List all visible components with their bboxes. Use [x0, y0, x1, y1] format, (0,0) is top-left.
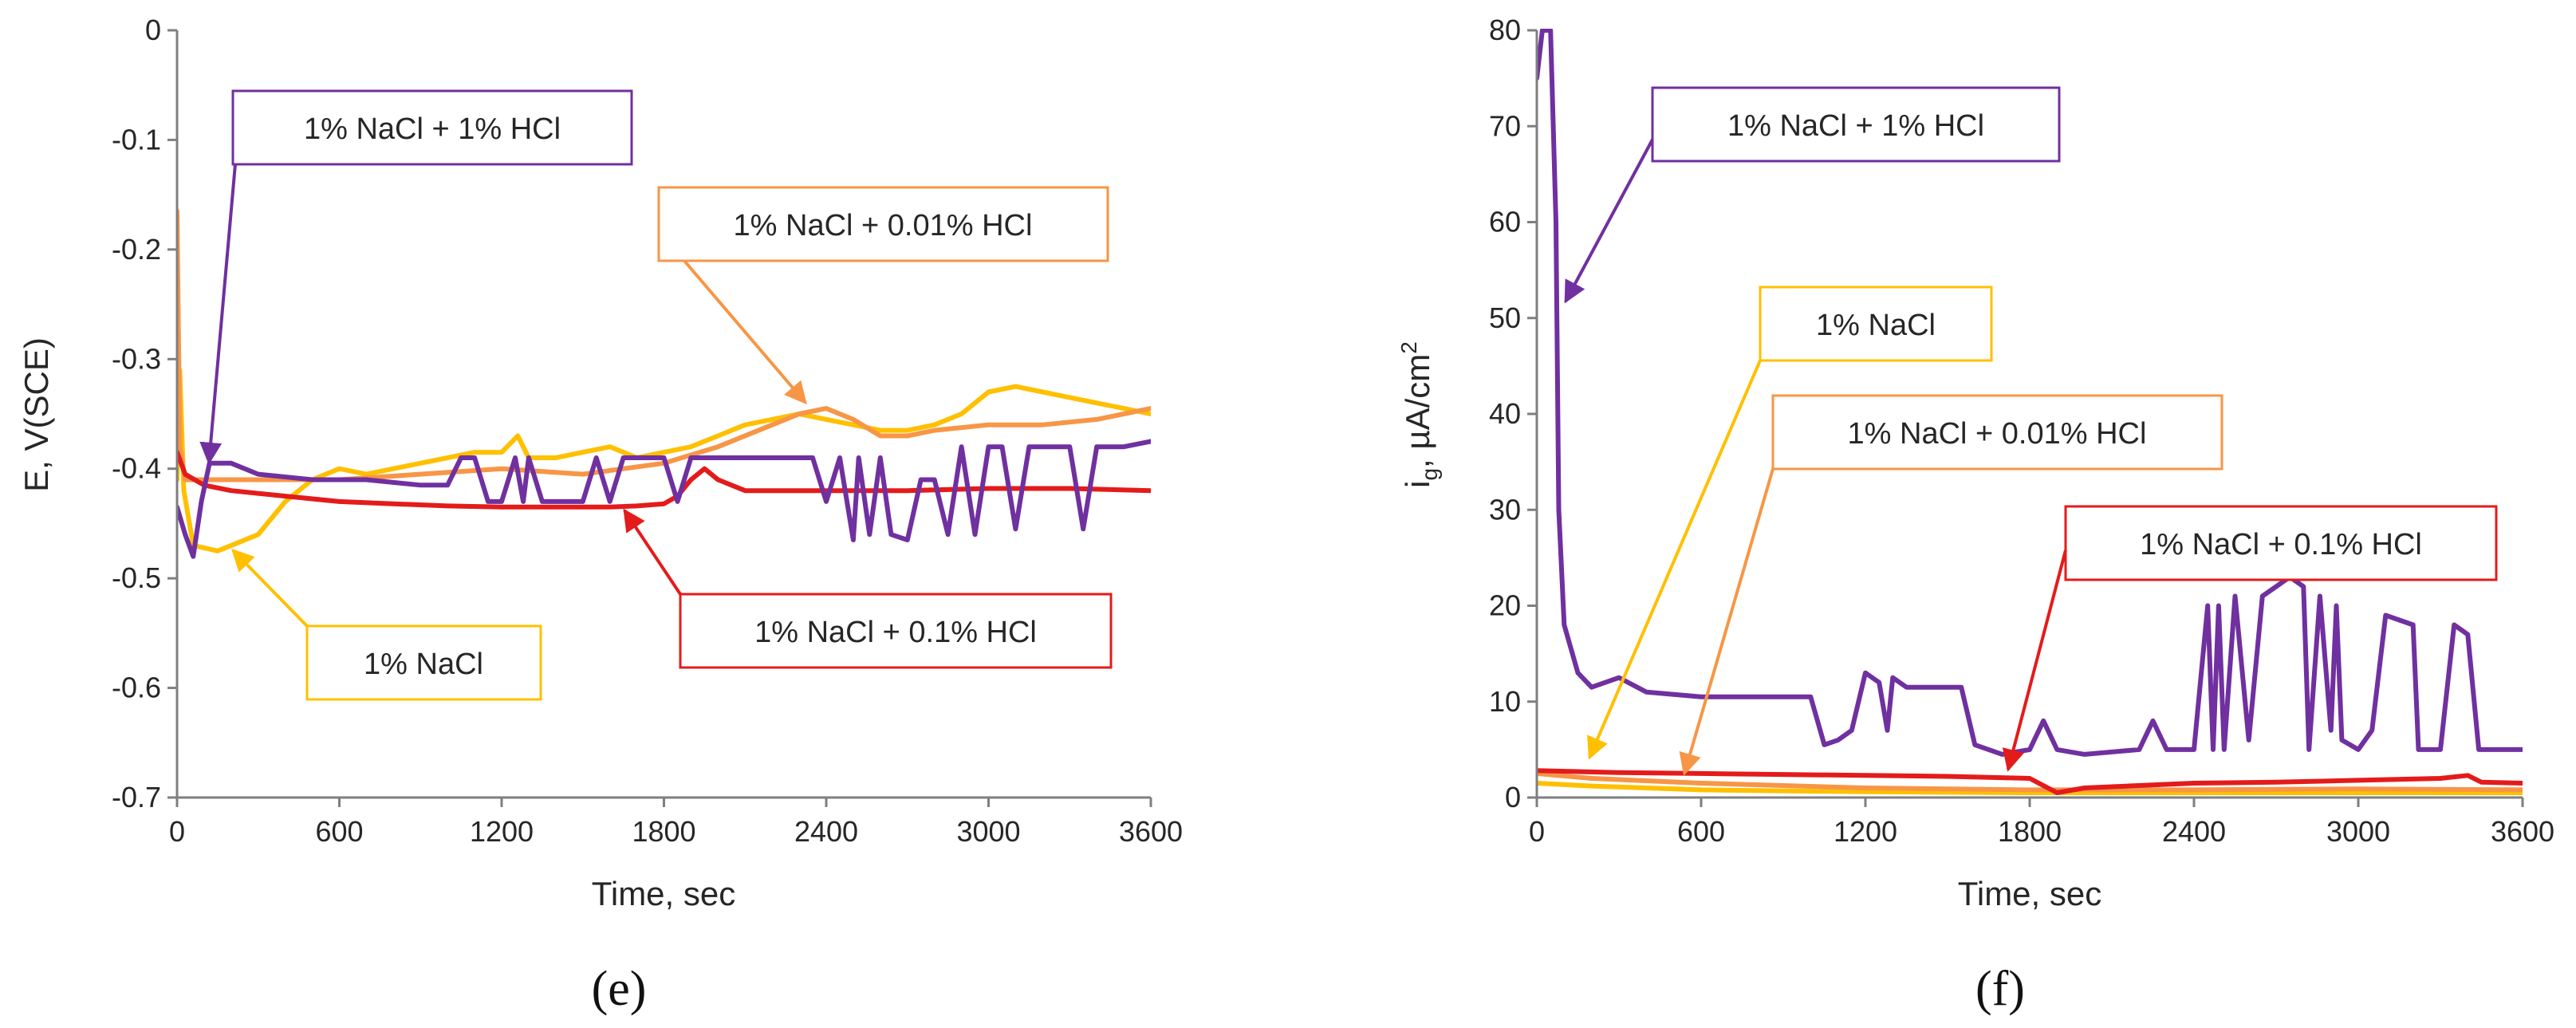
x-tick-label: 1800: [1998, 815, 2062, 848]
chart-e-ylabel: E, V(SCE): [18, 337, 55, 492]
annotation-text: 1% NaCl + 1% HCl: [1727, 109, 1984, 143]
chart-e-xlabel: Time, sec: [592, 875, 735, 912]
annotation-box: [657, 186, 1109, 262]
annotation-arrow: [231, 548, 309, 628]
x-tick-label: 2400: [794, 815, 858, 848]
x-tick-label: 1200: [470, 815, 534, 848]
annotation-arrow: [683, 259, 807, 405]
x-tick-label: 3600: [1119, 815, 1183, 848]
series-line-1pct-nacl: [1537, 781, 2523, 795]
series-line-1pct-nacl-0.1pct-hcl: [1537, 768, 2523, 795]
series-line-1pct-nacl-1pct-hcl: [1537, 29, 2523, 757]
y-tick-label: 10: [1489, 685, 1521, 718]
annotation-box: [679, 593, 1113, 669]
ylabel-sub: g: [1417, 468, 1442, 481]
x-tick-label: 3600: [2491, 815, 2554, 848]
annotation-arrow: [199, 163, 237, 465]
y-tick-label: -0.5: [112, 561, 161, 594]
chart-f-xlabel: Time, sec: [1958, 875, 2101, 912]
annotation-text: 1% NaCl + 1% HCl: [304, 112, 561, 146]
chart-f-xticks: 0 600 1200 1800 2400 3000 3600: [1529, 798, 2554, 848]
chart-e: 0 -0.1 -0.2 -0.3 -0.4 -0.5 -0.6 -0.7 0 600 1200 18…: [18, 14, 1183, 1016]
y-tick-label: -0.6: [112, 672, 161, 704]
x-tick-label: 3000: [956, 815, 1020, 848]
y-tick-label: -0.3: [112, 342, 161, 375]
chart-e-xticks: 0 600 1200 1800 2400 3000 3600: [169, 798, 1183, 848]
chart-e-yticks: 0 -0.1 -0.2 -0.3 -0.4 -0.5 -0.6 -0.7: [112, 14, 177, 813]
annotation-text: 1% NaCl: [364, 648, 483, 681]
y-tick-label: 20: [1489, 589, 1521, 622]
chart-f-yticks: 80 70 60 50 40 30 20 10 0: [1489, 14, 1537, 813]
chart-e-series: [177, 208, 1151, 559]
annotation-arrow: [1564, 139, 1654, 304]
annotation-text: 1% NaCl + 0.01% HCl: [734, 209, 1033, 242]
y-tick-label: 60: [1489, 206, 1521, 238]
annotation-text: 1% NaCl + 0.1% HCl: [754, 616, 1037, 649]
chart-f-series: [1537, 29, 2523, 795]
series-line-1pct-nacl-0.1pct-hcl: [177, 450, 1151, 510]
x-tick-label: 0: [169, 815, 185, 848]
ylabel-main: i: [1399, 481, 1436, 488]
y-tick-label: 30: [1489, 493, 1521, 526]
y-tick-label: -0.7: [112, 781, 161, 813]
annotation-text: 1% NaCl + 0.1% HCl: [2140, 528, 2422, 561]
series-line-1pct-nacl-0.01pct-hcl: [177, 208, 1151, 482]
chart-e-annotation-1pct-nacl-0.1pct-hcl: 1% NaCl + 0.1% HCl: [623, 508, 1113, 669]
y-tick-label: -0.1: [112, 123, 161, 156]
x-tick-label: 3000: [2326, 815, 2390, 848]
x-tick-label: 600: [315, 815, 363, 848]
chart-f-panel-label: (f): [1975, 962, 2025, 1016]
x-tick-label: 1200: [1834, 815, 1897, 848]
annotation-arrow: [2002, 549, 2067, 772]
x-tick-label: 600: [1677, 815, 1725, 848]
y-tick-label: 40: [1489, 397, 1521, 430]
annotation-text: 1% NaCl: [1816, 309, 1936, 342]
annotation-text: 1% NaCl + 0.01% HCl: [1848, 417, 2147, 451]
chart-e-annotation-1pct-nacl-0.01pct-hcl: 1% NaCl + 0.01% HCl: [657, 186, 1109, 405]
annotation-box: [2064, 505, 2498, 581]
series-line-1pct-nacl-1pct-hcl: [177, 439, 1151, 559]
ylabel-rest: , µA/cm: [1399, 354, 1436, 468]
annotation-box: [1759, 286, 1993, 362]
y-tick-label: -0.2: [112, 233, 161, 266]
annotation-box: [305, 624, 542, 701]
x-tick-label: 2400: [2162, 815, 2226, 848]
chart-f-annotation-1pct-nacl-0.1pct-hcl: 1% NaCl + 0.1% HCl: [2002, 505, 2498, 772]
annotation-box: [1651, 86, 2061, 163]
chart-f-annotation-1pct-nacl-1pct-hcl: 1% NaCl + 1% HCl: [1564, 86, 2061, 304]
chart-e-annotation-1pct-nacl-1pct-hcl: 1% NaCl + 1% HCl: [199, 89, 633, 465]
series-line-1pct-nacl-0.01pct-hcl: [1537, 770, 2523, 793]
series-line-1pct-nacl: [177, 368, 1151, 553]
chart-e-annotation-1pct-nacl: 1% NaCl: [231, 548, 542, 701]
chart-f-annotation-1pct-nacl: 1% NaCl: [1587, 286, 1993, 760]
y-tick-label: 80: [1489, 14, 1521, 46]
annotation-arrow: [623, 508, 682, 596]
chart-f-annotation-1pct-nacl-0.01pct-hcl: 1% NaCl + 0.01% HCl: [1679, 394, 2223, 776]
y-tick-label: 50: [1489, 301, 1521, 334]
x-tick-label: 1800: [632, 815, 695, 848]
y-tick-label: 0: [145, 14, 161, 46]
x-tick-label: 0: [1529, 815, 1545, 848]
chart-f-ylabel: ig, µA/cm2: [1396, 341, 1442, 488]
annotation-arrow: [1587, 360, 1762, 760]
ylabel-sup: 2: [1396, 341, 1421, 354]
annotation-box: [1771, 394, 2223, 471]
y-tick-label: 0: [1505, 781, 1521, 813]
annotation-box: [231, 89, 633, 166]
y-tick-label: -0.4: [112, 452, 161, 485]
annotation-arrow: [1679, 468, 1774, 776]
chart-f: 80 70 60 50 40 30 20 10 0 0 600 1200 1800 2400 3000 36…: [1396, 14, 2554, 1016]
y-tick-label: 70: [1489, 109, 1521, 142]
chart-e-panel-label: (e): [592, 962, 647, 1016]
